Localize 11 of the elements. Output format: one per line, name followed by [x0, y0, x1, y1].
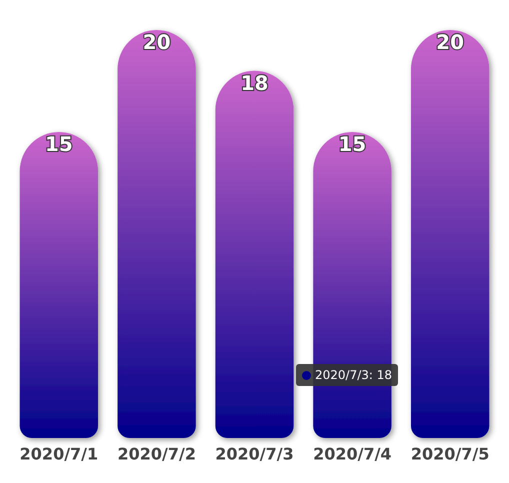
data-label: 18 [240, 70, 268, 95]
x-tick-label: 2020/7/5 [410, 444, 490, 464]
data-label: 20 [436, 30, 464, 54]
x-tick-label: 2020/7/3 [215, 444, 294, 464]
x-tick-label: 2020/7/1 [20, 444, 98, 464]
annotation: 2020/7/3: 18 [315, 368, 392, 382]
data-label: 15 [44, 132, 73, 156]
x-tick-label: 2020/7/4 [313, 444, 392, 464]
data-label: 15 [338, 132, 366, 156]
data-label: 20 [142, 30, 171, 54]
x-tick-label: 2020/7/2 [117, 444, 196, 464]
